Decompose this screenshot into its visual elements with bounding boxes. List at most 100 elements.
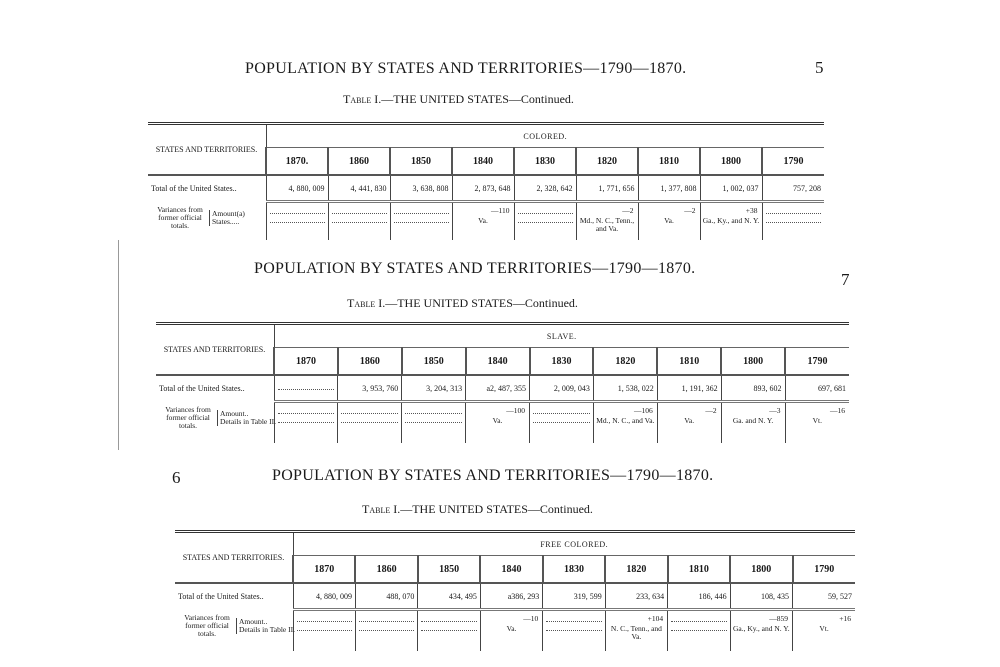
total-value: a2, 487, 355 [465, 375, 530, 403]
variance-amount: —16 [830, 406, 845, 415]
variance-states: Vt. [812, 416, 822, 425]
total-value: 757, 208 [761, 175, 824, 203]
variance-cell [761, 201, 824, 240]
variance-sub-label: Amount.. [239, 616, 268, 626]
empty-leader [296, 617, 352, 622]
page-number: 7 [841, 270, 850, 289]
variance-amount: —106 [634, 406, 653, 415]
empty-leader [358, 626, 415, 631]
census-table: STATES AND TERRITORIES. SLAVE. 1870 1860 185… [156, 322, 849, 443]
total-value: 59, 527 [792, 583, 855, 611]
empty-leader [421, 626, 477, 631]
total-value: 233, 634 [604, 583, 668, 611]
total-value: 1, 538, 022 [592, 375, 658, 403]
page-number: 5 [815, 58, 824, 77]
page-6-strip: POPULATION BY STATES AND TERRITORIES—179… [140, 455, 860, 667]
empty-leader [671, 626, 727, 631]
variance-states: Ga. and N. Y. [732, 416, 774, 425]
empty-leader [671, 617, 727, 622]
total-value: 2, 873, 648 [451, 175, 514, 203]
table-row-variances: Variances from former official totals. Am… [148, 201, 824, 240]
total-value: 3, 638, 808 [389, 175, 452, 203]
variance-cell [401, 401, 466, 443]
variance-cell: +38 Ga., Ky., and N. Y. [699, 201, 762, 240]
variance-sub-labels: Amount.. Details in Table II. [236, 616, 295, 634]
year-header: 1800 [729, 555, 793, 584]
year-header: 1810 [637, 147, 700, 176]
variance-amount: +16 [839, 614, 851, 623]
variance-states: Va. [492, 416, 503, 425]
stub-header: STATES AND TERRITORIES. [156, 323, 274, 376]
empty-leader [358, 617, 415, 622]
empty-leader [546, 626, 602, 631]
year-header: 1820 [604, 555, 668, 584]
variance-sub-label: Amount(a) [212, 208, 245, 218]
total-label: Total of the United States.. [159, 384, 245, 394]
variance-sub-label: Details in Table II. [220, 416, 276, 426]
year-header: 1850 [416, 555, 481, 584]
group-header-row: STATES AND TERRITORIES. SLAVE. [156, 323, 849, 376]
variance-states: Va. [478, 216, 488, 225]
variance-states: Md., N. C., and Va. [596, 416, 655, 425]
year-header: 1840 [451, 147, 514, 176]
table-caption: —THE UNITED STATES—Continued. [385, 296, 578, 310]
stub-header: STATES AND TERRITORIES. [148, 123, 266, 176]
variance-states: Ga., Ky., and N. Y. [732, 624, 790, 633]
total-value: 1, 771, 656 [575, 175, 638, 203]
year-header: 1870 [291, 555, 356, 584]
total-value: 319, 599 [542, 583, 606, 611]
table-title: Table I.—THE UNITED STATES—Continued. [347, 296, 578, 311]
variance-cell: —100 Va. [465, 401, 530, 443]
variance-sub-label: Details in Table II. [239, 624, 295, 634]
empty-leader [421, 617, 477, 622]
variance-cell [529, 401, 594, 443]
census-table: STATES AND TERRITORIES. FREE COLORED. 1870… [175, 530, 855, 651]
page-title: POPULATION BY STATES AND TERRITORIES—179… [254, 260, 696, 277]
total-label: Total of the United States.. [178, 592, 264, 602]
variance-cell: —2 Md., N. C., Tenn., and Va. [575, 201, 638, 240]
table-row-total: Total of the United States.. 3, 953, 760 3… [156, 375, 849, 403]
year-header-row: 1870. 1860 1850 1840 1830 1820 1810 1800 1790 [148, 147, 824, 176]
year-header: 1830 [541, 555, 606, 584]
empty-leader [405, 418, 463, 423]
year-header: 1790 [791, 555, 855, 584]
year-header: 1820 [592, 347, 658, 376]
variance-cell [273, 401, 338, 443]
total-value: 4, 880, 009 [265, 175, 328, 203]
total-value: 697, 681 [784, 375, 849, 403]
empty-leader [277, 418, 335, 423]
variance-cell [265, 201, 328, 240]
year-header: 1810 [666, 555, 731, 584]
total-value: 1, 002, 037 [699, 175, 762, 203]
table-row-variances: Variances from former official totals. Am… [156, 401, 849, 443]
total-value: 434, 495 [417, 583, 481, 611]
variance-cell [389, 201, 452, 240]
empty-leader [517, 218, 573, 223]
table-number: Table I. [343, 92, 382, 106]
year-header: 1840 [464, 347, 530, 376]
variance-cell [513, 201, 576, 240]
year-header: 1800 [699, 147, 762, 176]
variance-cell [292, 609, 356, 651]
empty-leader [277, 409, 335, 414]
page-7-strip: POPULATION BY STATES AND TERRITORIES—179… [118, 240, 859, 450]
variance-cell [354, 609, 418, 651]
variance-states: Va. [684, 416, 695, 425]
table-row-variances: Variances from former official totals. Am… [175, 609, 855, 651]
variance-cell [417, 609, 481, 651]
variance-cell: —859 Ga., Ky., and N. Y. [729, 609, 793, 651]
variance-sub-labels: Amount(a) States..... [209, 208, 245, 226]
page-number: 6 [172, 468, 181, 487]
variance-cell: —110 Va. [451, 201, 514, 240]
empty-leader [331, 209, 387, 214]
variance-cell: —2 Va. [656, 401, 722, 443]
year-header: 1860 [354, 555, 418, 584]
year-header-row: 1870 1860 1850 1840 1830 1820 1810 1800 1790 [175, 555, 855, 584]
variance-cell: —106 Md., N. C., and Va. [592, 401, 658, 443]
table-caption: —THE UNITED STATES—Continued. [400, 502, 593, 516]
group-header: FREE COLORED. [292, 531, 855, 556]
year-header: 1810 [656, 347, 722, 376]
empty-leader [517, 209, 573, 214]
table-row-total: Total of the United States.. 4, 880, 009 4… [148, 175, 824, 203]
empty-leader [341, 409, 399, 414]
